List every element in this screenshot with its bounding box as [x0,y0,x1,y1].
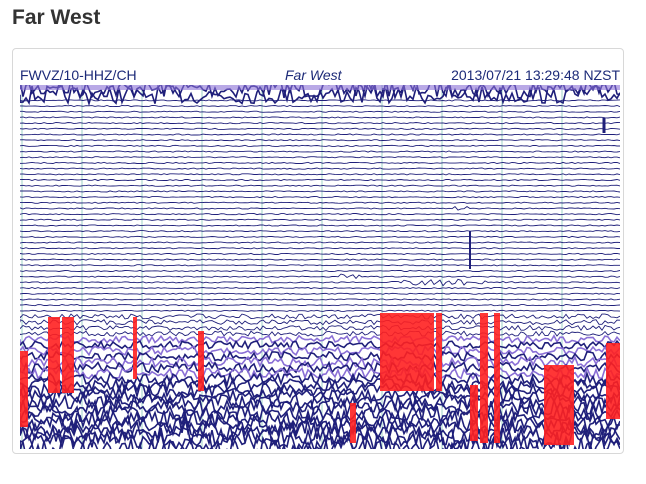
event-marker [544,365,574,445]
trace-line [20,339,620,351]
trace-line [20,309,620,312]
event-marker [494,313,500,443]
trace-line [20,360,620,375]
trace-line [20,429,620,449]
trace-line [20,167,620,170]
trace-line [20,273,620,280]
trace-line [20,381,620,400]
trace-line [20,201,620,204]
event-marker [436,313,442,391]
trace-line [20,278,620,287]
trace-line [20,424,620,448]
trace-line [20,110,620,113]
trace-line [20,224,620,227]
trace-line [20,370,620,388]
trace-line [20,330,620,337]
trace-line [20,184,620,187]
seismogram-header: FWVZ/10-HHZ/CH Far West 2013/07/21 13:29… [20,67,620,85]
trace-line [20,105,620,108]
trace-line [20,127,620,130]
trace-line [20,375,620,394]
trace-line [20,304,620,307]
seismogram-drum [20,85,620,449]
trace-line [20,269,620,273]
trace-line [20,258,620,261]
trace-line [20,173,620,176]
trace-line [20,99,620,102]
trace-line [20,235,620,238]
event-marker [350,403,356,443]
trace-line [20,122,620,125]
trace-line [20,355,620,369]
trace-line [20,178,620,182]
trace-line [20,402,620,424]
seismogram-plot [20,85,620,449]
event-marker [380,313,434,391]
trace-line [20,190,620,193]
trace-line [20,298,620,301]
trace-line [20,133,620,136]
timestamp-label: 2013/07/21 13:29:48 NZST [451,67,620,83]
trace-line [20,144,620,147]
event-marker [62,317,74,393]
trace-line [20,292,620,295]
trace-line [20,196,620,199]
trace-line [20,313,620,320]
trace-line [20,319,620,326]
trace-line [20,252,620,255]
event-marker [470,385,478,441]
trace-line [20,139,620,142]
event-marker [198,331,204,391]
trace-line [20,156,620,159]
trace-line [20,116,620,119]
trace-line [20,218,620,221]
station-label: Far West [285,67,342,83]
trace-line [20,334,620,345]
trace-line [20,205,620,211]
trace-line [20,247,620,250]
trace-line [20,213,620,216]
event-marker [480,313,488,443]
page-title: Far West [12,6,101,29]
event-marker [606,343,620,419]
trace-line [20,264,620,267]
event-marker [20,351,28,427]
trace-line [20,408,620,431]
trace-line [20,350,620,363]
trace-line [20,85,620,107]
trace-line [20,161,620,164]
trace-line [20,287,620,290]
trace-line [20,241,620,244]
trace-line [20,324,620,332]
seismogram-card[interactable]: FWVZ/10-HHZ/CH Far West 2013/07/21 13:29… [12,48,624,454]
trace-line [20,230,620,233]
trace-band [20,85,620,90]
channel-label: FWVZ/10-HHZ/CH [20,67,137,83]
trace-line [20,345,620,357]
trace-line [20,435,620,449]
event-marker [133,317,137,379]
trace-line [20,150,620,153]
event-marker [48,317,60,393]
